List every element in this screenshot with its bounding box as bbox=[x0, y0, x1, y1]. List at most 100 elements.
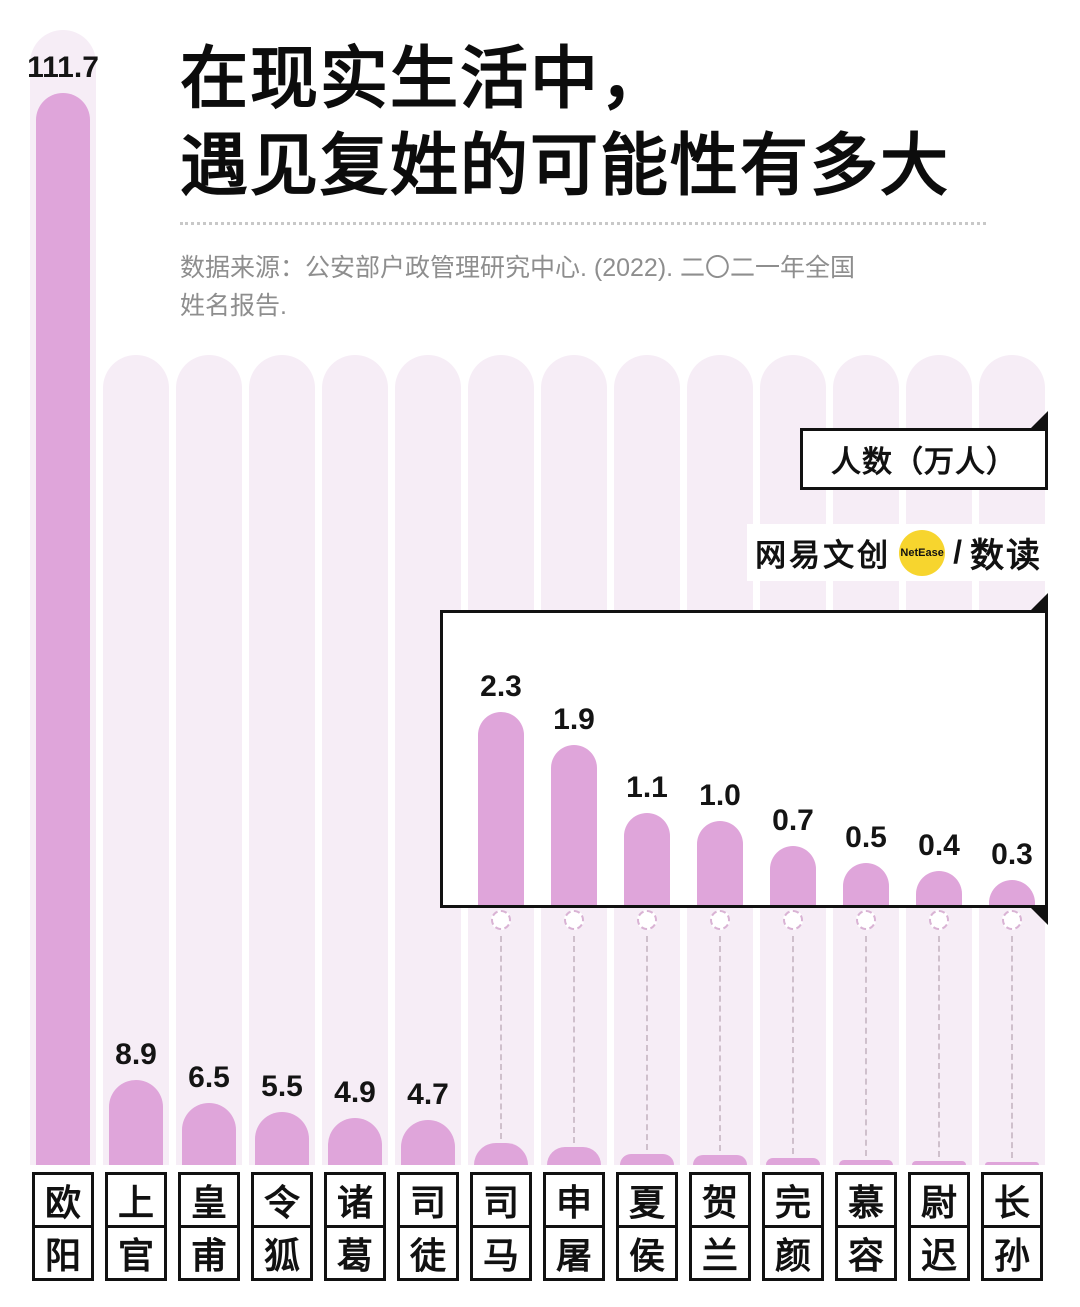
category-label: 令狐 bbox=[251, 1172, 313, 1281]
title-line-2: 遇见复姓的可能性有多大 bbox=[180, 128, 951, 205]
netease-badge-icon: NetEase bbox=[899, 529, 946, 576]
corner-fold-icon bbox=[1028, 905, 1048, 925]
category-char: 令 bbox=[251, 1172, 313, 1228]
bar-fill bbox=[693, 1155, 747, 1165]
bar-fill bbox=[36, 93, 90, 1165]
category-char: 皇 bbox=[178, 1172, 240, 1228]
connector-circle bbox=[491, 910, 511, 930]
category-label: 慕容 bbox=[835, 1172, 897, 1281]
inset-value-label: 1.0 bbox=[699, 779, 741, 812]
category-label: 申屠 bbox=[543, 1172, 605, 1281]
netease-logo: 网易文创 NetEase / 数读 bbox=[747, 524, 1050, 581]
inset-value-label: 0.3 bbox=[991, 838, 1033, 871]
connector-circle bbox=[856, 910, 876, 930]
category-label: 夏侯 bbox=[616, 1172, 678, 1281]
dotted-divider bbox=[180, 222, 986, 225]
bar-fill bbox=[328, 1118, 382, 1165]
inset-value-label: 0.7 bbox=[772, 804, 814, 837]
category-char: 上 bbox=[105, 1172, 167, 1228]
corner-fold-icon bbox=[1028, 411, 1048, 431]
inset-value-label: 0.5 bbox=[845, 821, 887, 854]
category-label: 诸葛 bbox=[324, 1172, 386, 1281]
bar-fill bbox=[182, 1103, 236, 1165]
inset-bar-fill bbox=[624, 813, 670, 905]
brand-wordmark: 网易文创 bbox=[755, 538, 892, 573]
magnifier-inset-bars: 2.3 1.9 1.1 1.0 0.7 0.5 0.4 0.3 bbox=[443, 613, 1045, 905]
category-char: 慕 bbox=[835, 1172, 897, 1228]
bar-fill bbox=[620, 1154, 674, 1165]
unit-label-box: 人数（万人） bbox=[800, 411, 1048, 490]
category-char: 兰 bbox=[689, 1225, 751, 1281]
category-char: 官 bbox=[105, 1225, 167, 1281]
magnifier-inset-box: 2.3 1.9 1.1 1.0 0.7 0.5 0.4 0.3 bbox=[440, 593, 1048, 925]
connector-circle bbox=[929, 910, 949, 930]
category-char: 徒 bbox=[397, 1225, 459, 1281]
data-source: 数据来源：公安部户政管理研究中心. (2022). 二〇二一年全国 姓名报告. bbox=[180, 250, 855, 325]
connector-line bbox=[792, 936, 794, 1154]
bar-value-label: 5.5 bbox=[261, 1070, 303, 1103]
category-char: 诸 bbox=[324, 1172, 386, 1228]
inset-bar-fill bbox=[551, 745, 597, 905]
source-line-2: 姓名报告. bbox=[180, 291, 287, 320]
bar-value-label: 111.7 bbox=[27, 51, 99, 84]
category-label: 欧阳 bbox=[32, 1172, 94, 1281]
connector-line bbox=[719, 936, 721, 1151]
inset-value-label: 1.9 bbox=[553, 703, 595, 736]
bar-value-label: 8.9 bbox=[115, 1038, 157, 1071]
connector-line bbox=[1011, 936, 1013, 1158]
bar-fill bbox=[766, 1158, 820, 1165]
category-label: 司马 bbox=[470, 1172, 532, 1281]
category-char: 夏 bbox=[616, 1172, 678, 1228]
bar-fill bbox=[474, 1143, 528, 1165]
category-label: 司徒 bbox=[397, 1172, 459, 1281]
category-char: 贺 bbox=[689, 1172, 751, 1228]
inset-value-label: 0.4 bbox=[918, 829, 960, 862]
connector-circle bbox=[564, 910, 584, 930]
category-char: 葛 bbox=[324, 1225, 386, 1281]
category-char: 司 bbox=[470, 1172, 532, 1228]
inset-bar-fill bbox=[697, 821, 743, 905]
inset-bar-fill bbox=[770, 846, 816, 905]
connector-line bbox=[865, 936, 867, 1156]
category-char: 迟 bbox=[908, 1225, 970, 1281]
category-label: 皇甫 bbox=[178, 1172, 240, 1281]
bar-fill bbox=[401, 1120, 455, 1165]
category-char: 尉 bbox=[908, 1172, 970, 1228]
inset-bar-fill bbox=[478, 712, 524, 905]
bar-fill bbox=[547, 1147, 601, 1165]
inset-bar-fill bbox=[989, 880, 1035, 905]
bar-value-label: 4.7 bbox=[407, 1078, 449, 1111]
bar-value-label: 4.9 bbox=[334, 1076, 376, 1109]
category-char: 长 bbox=[981, 1172, 1043, 1228]
category-char: 侯 bbox=[616, 1225, 678, 1281]
page-title: 在现实生活中， 遇见复姓的可能性有多大 bbox=[180, 36, 950, 210]
category-char: 孙 bbox=[981, 1225, 1043, 1281]
title-line-1: 在现实生活中， bbox=[180, 41, 671, 117]
category-char: 欧 bbox=[32, 1172, 94, 1228]
unit-label: 人数（万人） bbox=[831, 446, 1017, 479]
connector-line bbox=[646, 936, 648, 1150]
category-char: 甫 bbox=[178, 1225, 240, 1281]
corner-fold-icon bbox=[1028, 593, 1048, 613]
category-label: 完颜 bbox=[762, 1172, 824, 1281]
bar-value-label: 6.5 bbox=[188, 1061, 230, 1094]
inset-bar-fill bbox=[843, 863, 889, 905]
category-char: 申 bbox=[543, 1172, 605, 1228]
inset-value-label: 2.3 bbox=[480, 670, 522, 703]
bar-track bbox=[176, 355, 242, 1165]
category-char: 屠 bbox=[543, 1225, 605, 1281]
category-char: 颜 bbox=[762, 1225, 824, 1281]
connector-line bbox=[938, 936, 940, 1157]
bar-fill bbox=[255, 1112, 309, 1165]
connector-circle bbox=[783, 910, 803, 930]
connector-line bbox=[573, 936, 575, 1143]
connector-circle bbox=[637, 910, 657, 930]
inset-value-label: 1.1 bbox=[626, 771, 668, 804]
category-char: 容 bbox=[835, 1225, 897, 1281]
connector-line bbox=[500, 936, 502, 1139]
connector-circle bbox=[1002, 910, 1022, 930]
category-char: 完 bbox=[762, 1172, 824, 1228]
category-char: 狐 bbox=[251, 1225, 313, 1281]
category-label: 长孙 bbox=[981, 1172, 1043, 1281]
